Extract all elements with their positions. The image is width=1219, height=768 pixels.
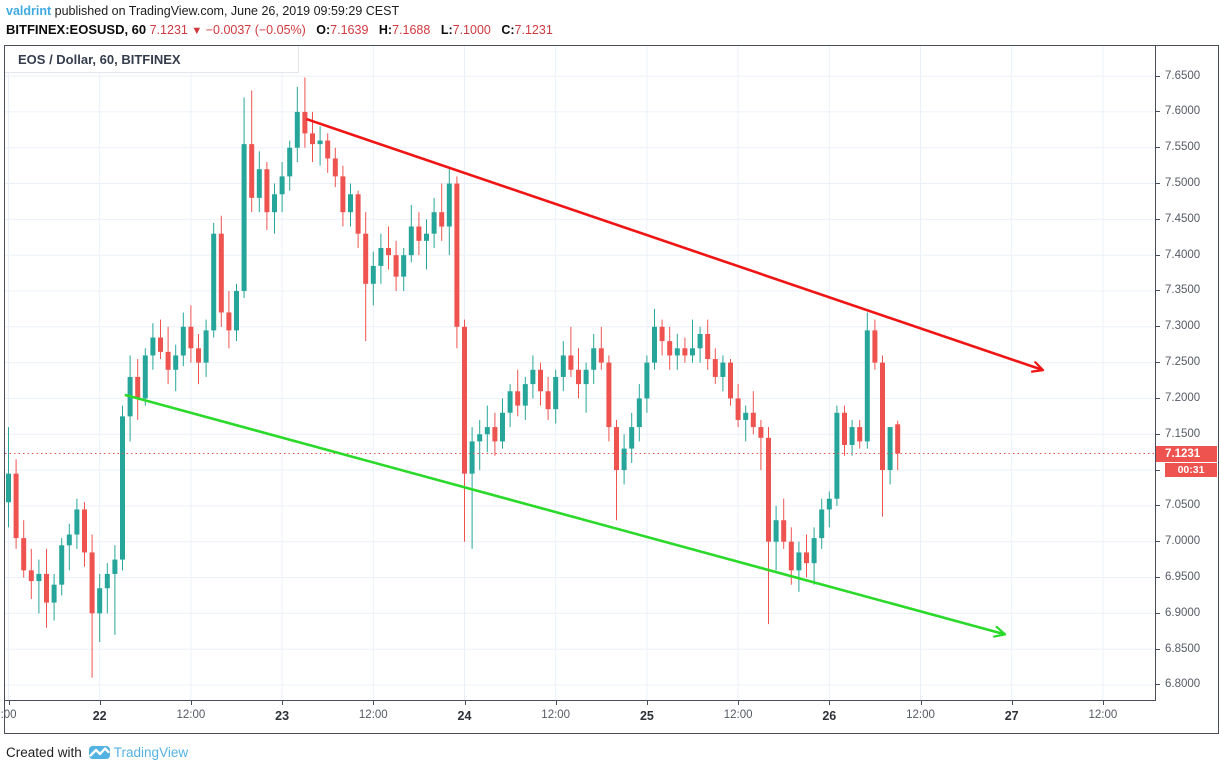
candles [6,77,901,678]
time-axis-label: 12:00 [358,709,388,721]
time-axis-tick [373,701,375,705]
price-axis-label: 7.0500 [1156,498,1218,513]
candlestick-canvas[interactable] [5,46,1155,700]
price-change: −0.0037 (−0.05%) [205,23,306,37]
price-axis-label: 6.8500 [1156,642,1218,657]
time-axis-label: 12:00 [541,709,571,721]
time-axis-label: 12:00 [176,709,206,721]
time-axis-label: 23 [275,709,290,723]
last-price-badge: 7.1231 [1156,445,1217,462]
price-axis-label: 6.9000 [1156,606,1218,621]
header: valdrint published on TradingView.com, J… [6,3,553,40]
horizontal-gridlines [5,75,1155,686]
time-axis-tick [99,701,101,705]
price-axis[interactable]: 7.1231 00:31 6.8000 6.8500 6.9000 6.9500 7.0… [1156,46,1218,700]
price-axis-label: 6.8000 [1156,677,1218,692]
chart-plot[interactable]: EOS / Dollar, 60, BITFINEX [5,46,1156,701]
time-axis-label: 26 [822,709,837,723]
time-axis-tick [920,701,922,705]
tradingview-logo-icon [88,745,110,759]
price-axis-label: 7.0000 [1156,534,1218,549]
time-axis-label: 24 [457,709,472,723]
created-with-text: Created with [6,744,82,760]
close-key: C: [501,23,515,37]
time-axis[interactable]: :00 22 12:00 23 12:00 24 12:00 25 12:00 26 12:00 27… [1,701,1155,732]
price-axis-label: 7.2500 [1156,355,1218,370]
time-axis-label: 22 [92,709,107,723]
time-axis-label: 12:00 [723,709,753,721]
vertical-gridlines [8,46,1104,700]
price-axis-label: 7.4500 [1156,212,1218,227]
low-value: 7.1000 [452,23,491,37]
candle-countdown-badge: 00:31 [1165,462,1217,477]
time-axis-tick [1102,701,1104,705]
price-axis-label: 7.2000 [1156,391,1218,406]
close-value: 7.1231 [514,23,553,37]
time-axis-tick [646,701,648,705]
price-axis-label: 6.9500 [1156,570,1218,585]
open-value: 7.1639 [330,23,369,37]
price-axis-label: 7.5000 [1156,176,1218,191]
publish-line: valdrint published on TradingView.com, J… [6,3,553,20]
time-axis-tick [190,701,192,705]
chart-legend[interactable]: EOS / Dollar, 60, BITFINEX [5,46,299,73]
symbol-label: BITFINEX:EOSUSD, 60 [6,22,147,37]
price-axis-label: 7.4000 [1156,248,1218,263]
time-axis-tick [464,701,466,705]
last-price-value: 7.1231 [149,23,188,37]
chart-title: EOS / Dollar, 60, BITFINEX [18,52,181,67]
open-key: O: [316,23,331,37]
time-axis-label: :00 [0,709,17,721]
time-axis-tick [8,701,10,705]
down-arrow-icon: ▼ [191,25,203,37]
time-axis-label: 25 [639,709,654,723]
time-axis-tick [738,701,740,705]
time-axis-tick [1011,701,1013,705]
footer: Created with TradingView [6,741,188,763]
symbol-line: BITFINEX:EOSUSD, 60 7.1231 ▼ −0.0037 (−0… [6,21,553,40]
price-axis-label: 7.6000 [1156,104,1218,119]
high-value: 7.1688 [392,23,431,37]
tradingview-brand-link[interactable]: TradingView [113,744,189,760]
price-axis-label: 7.3000 [1156,319,1218,334]
high-key: H: [378,23,393,37]
chart-frame: EOS / Dollar, 60, BITFINEX 7.1231 00:31 … [1,45,1219,734]
published-text: published on TradingView.com, June 26, 2… [51,4,400,18]
price-axis-label: 7.6500 [1156,69,1218,84]
price-axis-label: 7.5500 [1156,140,1218,155]
time-axis-label: 27 [1004,709,1019,723]
author-link[interactable]: valdrint [6,4,52,18]
time-axis-tick [829,701,831,705]
low-key: L: [440,23,453,37]
time-axis-label: 12:00 [906,709,935,721]
price-axis-label: 7.3500 [1156,283,1218,298]
trendlines [124,117,1042,634]
time-axis-tick [555,701,557,705]
price-axis-label: 7.1500 [1156,427,1218,442]
time-axis-label: 12:00 [1088,709,1118,721]
time-axis-tick [282,701,284,705]
